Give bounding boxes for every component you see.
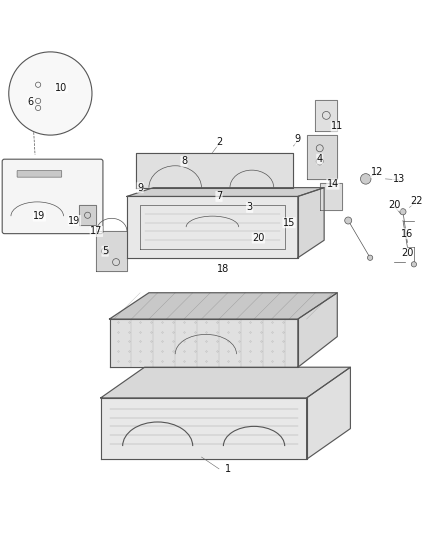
Text: 2: 2	[216, 136, 222, 147]
Text: 6: 6	[28, 97, 34, 107]
Text: 5: 5	[102, 246, 108, 256]
Circle shape	[367, 255, 373, 260]
Text: 10: 10	[55, 83, 67, 93]
Polygon shape	[101, 398, 307, 459]
FancyBboxPatch shape	[2, 159, 103, 233]
Text: 20: 20	[388, 200, 400, 210]
Text: 13: 13	[392, 174, 405, 184]
Polygon shape	[136, 152, 293, 188]
Text: 1: 1	[225, 464, 231, 474]
Text: 9: 9	[137, 183, 143, 192]
Text: 12: 12	[371, 167, 383, 177]
Text: 22: 22	[410, 196, 422, 206]
Text: 18: 18	[217, 264, 230, 273]
Text: 9: 9	[295, 134, 301, 144]
Polygon shape	[127, 197, 298, 258]
Text: 3: 3	[247, 203, 253, 212]
Circle shape	[400, 209, 406, 215]
Circle shape	[360, 174, 371, 184]
Polygon shape	[315, 100, 337, 131]
Polygon shape	[320, 183, 342, 209]
Polygon shape	[298, 293, 337, 367]
Text: 19: 19	[33, 211, 46, 221]
Circle shape	[9, 52, 92, 135]
FancyBboxPatch shape	[17, 171, 62, 177]
Text: 17: 17	[90, 227, 102, 237]
Polygon shape	[101, 367, 350, 398]
Polygon shape	[298, 188, 324, 258]
Text: 7: 7	[216, 191, 222, 201]
Text: 20: 20	[401, 248, 413, 259]
Polygon shape	[127, 188, 324, 197]
Circle shape	[411, 262, 417, 267]
Polygon shape	[307, 135, 337, 179]
Text: 14: 14	[327, 179, 339, 189]
Circle shape	[345, 217, 352, 224]
Polygon shape	[79, 205, 96, 225]
Text: 4: 4	[317, 154, 323, 164]
Polygon shape	[96, 231, 127, 271]
Polygon shape	[110, 319, 298, 367]
Text: 15: 15	[283, 217, 295, 228]
Text: 16: 16	[401, 229, 413, 239]
Text: 20: 20	[252, 233, 265, 243]
Polygon shape	[110, 293, 337, 319]
Text: 8: 8	[181, 156, 187, 166]
Polygon shape	[307, 367, 350, 459]
Text: 11: 11	[331, 122, 343, 131]
Text: 19: 19	[68, 215, 81, 225]
